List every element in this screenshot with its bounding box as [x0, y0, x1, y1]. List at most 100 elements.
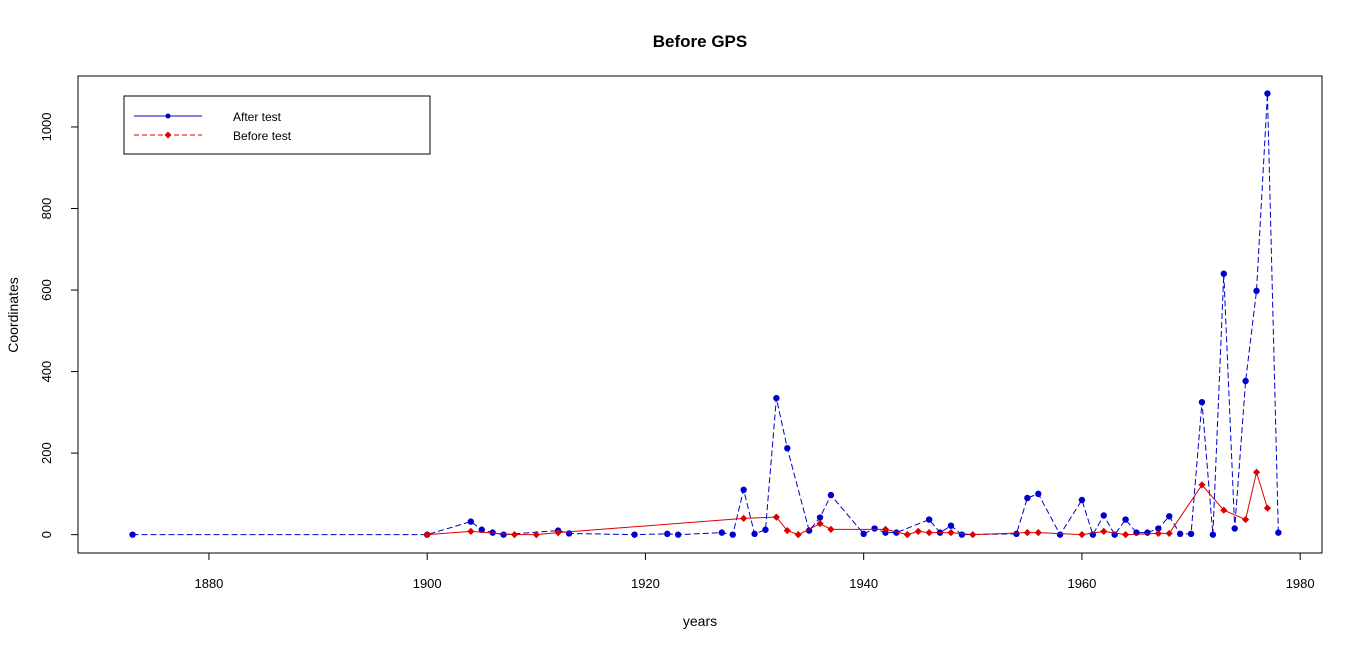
- y-tick-label: 200: [39, 442, 54, 464]
- data-point-before-test: [1242, 515, 1250, 524]
- data-point-before-test: [881, 525, 890, 533]
- y-tick-label: 800: [39, 198, 54, 220]
- data-point-after-test: [751, 530, 758, 538]
- data-point-after-test: [1275, 529, 1282, 536]
- data-point-after-test: [1100, 512, 1107, 519]
- data-point-after-test: [729, 531, 736, 538]
- data-point-after-test: [1220, 270, 1227, 277]
- data-point-after-test: [1035, 490, 1042, 498]
- data-point-after-test: [816, 514, 824, 521]
- y-tick-label: 0: [39, 531, 54, 538]
- data-point-after-test: [1122, 516, 1129, 523]
- data-point-after-test: [1056, 531, 1064, 538]
- data-point-before-test: [1100, 527, 1108, 535]
- data-point-after-test: [925, 516, 933, 523]
- x-tick-label: 1900: [413, 576, 442, 591]
- data-point-after-test: [1187, 530, 1195, 538]
- data-point-before-test: [510, 531, 519, 539]
- data-point-before-test: [554, 529, 562, 537]
- data-point-after-test: [631, 531, 638, 538]
- legend-marker-before: [164, 131, 172, 139]
- data-point-after-test: [958, 531, 966, 538]
- data-point-after-test: [740, 486, 747, 494]
- data-point-after-test: [805, 527, 813, 534]
- chart-title: Before GPS: [653, 32, 747, 51]
- data-point-before-test: [532, 531, 540, 539]
- data-point-after-test: [1209, 531, 1217, 538]
- data-point-before-test: [772, 513, 780, 521]
- data-point-after-test: [500, 531, 507, 538]
- data-point-after-test: [860, 530, 867, 538]
- data-point-after-test: [1242, 377, 1249, 385]
- data-point-after-test: [1155, 525, 1162, 532]
- data-point-after-test: [129, 531, 136, 538]
- data-point-after-test: [827, 491, 835, 499]
- data-point-after-test: [1253, 287, 1260, 295]
- plot-area-frame: [77, 75, 1323, 554]
- data-point-before-test: [969, 531, 977, 539]
- y-tick-label: 600: [39, 279, 54, 301]
- data-point-after-test: [664, 530, 671, 538]
- data-point-before-test: [1034, 529, 1042, 537]
- x-tick-label: 1920: [631, 576, 660, 591]
- legend-label-before: Before test: [233, 129, 292, 143]
- data-point-after-test: [871, 525, 878, 532]
- data-point-before-test: [1198, 481, 1206, 489]
- data-point-after-test: [1166, 513, 1173, 520]
- y-tick-label: 400: [39, 361, 54, 383]
- data-point-before-test: [1165, 529, 1173, 538]
- data-point-after-test: [478, 526, 485, 533]
- x-tick-label: 1880: [194, 576, 223, 591]
- data-point-after-test: [762, 526, 769, 533]
- data-point-after-test: [1198, 398, 1206, 406]
- data-point-after-test: [1264, 90, 1271, 97]
- data-point-after-test: [773, 394, 780, 402]
- series-line-before-test: [427, 470, 1268, 536]
- data-point-before-test: [1252, 468, 1261, 476]
- legend-marker-after: [165, 113, 171, 119]
- data-point-before-test: [1121, 531, 1130, 539]
- data-point-after-test: [1176, 530, 1184, 538]
- legend-box: [123, 95, 431, 155]
- data-point-before-test: [914, 527, 922, 535]
- data-point-before-test: [467, 527, 475, 535]
- data-point-after-test: [947, 522, 955, 529]
- y-axis-label: Coordinates: [5, 277, 21, 353]
- data-point-after-test: [1013, 530, 1020, 538]
- data-point-before-test: [783, 526, 791, 535]
- legend: After test Before test: [123, 95, 431, 155]
- data-point-before-test: [740, 514, 748, 522]
- axes: 1880 1900 1920 1940 1960 1980 0 200 400 600 800 100…: [39, 113, 1315, 591]
- data-point-after-test: [1144, 529, 1151, 536]
- data-point-before-test: [1023, 529, 1031, 537]
- x-tick-label: 1960: [1067, 576, 1096, 591]
- data-point-after-test: [1231, 525, 1238, 532]
- data-point-after-test: [784, 445, 791, 452]
- data-point-before-test: [423, 531, 431, 539]
- data-point-before-test: [947, 529, 955, 537]
- data-point-before-test: [903, 531, 911, 539]
- x-tick-label: 1940: [849, 576, 878, 591]
- x-axis-label: years: [683, 613, 717, 629]
- series-layer: [129, 90, 1282, 539]
- data-point-after-test: [1078, 496, 1086, 504]
- data-point-after-test: [467, 518, 475, 525]
- series-line-after-test: [132, 93, 1279, 536]
- data-point-after-test: [893, 529, 900, 536]
- data-point-after-test: [718, 529, 726, 536]
- data-point-before-test: [1154, 529, 1162, 538]
- data-point-before-test: [816, 520, 824, 528]
- data-point-before-test: [794, 531, 802, 539]
- data-point-after-test: [1024, 494, 1031, 502]
- data-point-before-test: [827, 525, 835, 533]
- data-point-after-test: [674, 531, 682, 538]
- data-point-before-test: [925, 529, 933, 537]
- legend-label-after: After test: [233, 110, 282, 124]
- data-point-before-test: [1220, 506, 1228, 514]
- x-tick-label: 1980: [1286, 576, 1315, 591]
- data-point-after-test: [1133, 529, 1140, 536]
- y-tick-label: 1000: [39, 113, 54, 142]
- data-point-before-test: [1263, 504, 1272, 512]
- data-point-before-test: [1078, 531, 1086, 539]
